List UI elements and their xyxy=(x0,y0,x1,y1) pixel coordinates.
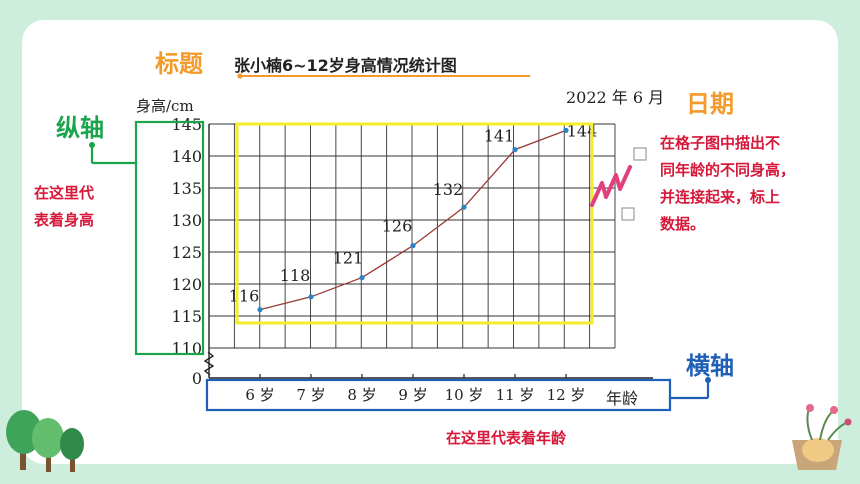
x-tick-label: 6 岁 xyxy=(245,386,274,404)
y-tick-label: 135 xyxy=(171,179,202,198)
tree-trunk xyxy=(20,440,26,470)
chart-axes xyxy=(203,124,653,379)
x-tick-label: 11 岁 xyxy=(496,386,535,404)
x-tick-label: 12 岁 xyxy=(547,386,586,404)
data-point xyxy=(563,127,569,133)
tree-trunk xyxy=(46,446,51,472)
x-tick-label: 8 岁 xyxy=(347,386,376,404)
chart-date: 2022 年 6 月 xyxy=(566,88,665,107)
cat-figure xyxy=(802,438,834,462)
x-tick-label: 9 岁 xyxy=(398,386,427,404)
title-tag: 标题 xyxy=(155,50,203,78)
data-label: 132 xyxy=(433,180,464,199)
data-label: 116 xyxy=(229,287,260,306)
series-height xyxy=(257,127,569,313)
data-point xyxy=(359,275,365,281)
y-tick-label: 145 xyxy=(171,115,202,134)
y-axis-tag: 纵轴 xyxy=(56,114,104,142)
y-axis-note: 在这里代 表着身高 xyxy=(34,180,94,234)
plot-note: 在格子图中描出不 同年龄的不同身高， 并连接起来，标上 数据。 xyxy=(660,130,795,238)
checkbox-square xyxy=(633,147,647,161)
data-labels: 116 118 121 126 132 141 144 xyxy=(229,121,598,305)
y-tick-labels: 145 140 135 130 125 120 115 110 0 xyxy=(171,115,202,388)
data-point xyxy=(308,294,314,300)
y-tick-label: 110 xyxy=(171,339,202,358)
data-point xyxy=(410,243,416,249)
annotation-boxes xyxy=(89,73,711,412)
x-tick-label: 10 岁 xyxy=(445,386,484,404)
y-tick-label: 130 xyxy=(171,211,202,230)
plot-note-line-3: 并连接起来，标上 xyxy=(660,188,781,206)
y-axis-note-line-2: 表着身高 xyxy=(34,211,95,229)
y-tick-label: 140 xyxy=(171,147,202,166)
data-label: 121 xyxy=(333,249,364,268)
tree-trunk xyxy=(70,450,75,472)
chart-title: 张小楠6~12岁身高情况统计图 xyxy=(234,56,457,75)
x-axis-tag: 横轴 xyxy=(686,352,734,380)
x-tag-dot xyxy=(705,377,711,383)
plot-note-line-4: 数据。 xyxy=(660,215,706,233)
plot-note-line-1: 在格子图中描出不 xyxy=(660,134,781,152)
x-axis-note: 在这里代表着年龄 xyxy=(446,429,567,447)
y-axis-label: 身高/cm xyxy=(136,97,194,115)
y-tick-label: 120 xyxy=(171,275,202,294)
y-axis-box xyxy=(134,120,205,356)
plant-stems xyxy=(806,405,849,441)
chart-grid xyxy=(208,123,616,349)
x-axis-box xyxy=(205,378,672,412)
pink-zigzag xyxy=(590,165,632,207)
tree-crown xyxy=(60,428,84,460)
plot-highlight-box xyxy=(235,122,594,325)
y-tag-dot xyxy=(89,142,95,148)
y-tick-label: 0 xyxy=(192,369,202,388)
x-tick-label: 7 岁 xyxy=(296,386,325,404)
date-tag: 日期 xyxy=(686,90,734,118)
data-point xyxy=(257,307,263,313)
plant-flower xyxy=(844,418,852,426)
title-dot xyxy=(237,73,243,79)
data-label: 126 xyxy=(382,217,413,236)
tree-crown xyxy=(32,418,64,458)
axis-break xyxy=(203,351,215,376)
slide-card xyxy=(22,20,838,464)
data-label: 144 xyxy=(567,121,598,140)
data-label: 141 xyxy=(484,127,515,146)
data-point xyxy=(461,204,467,210)
plant-flower xyxy=(806,404,814,412)
data-point xyxy=(512,147,518,153)
y-tick-label: 115 xyxy=(171,307,202,326)
y-axis-note-line-1: 在这里代 xyxy=(34,184,95,202)
data-label: 118 xyxy=(280,266,311,285)
checkbox-square xyxy=(621,207,635,221)
y-tick-label: 125 xyxy=(171,243,202,262)
x-tick-labels: 6 岁 7 岁 8 岁 9 岁 10 岁 11 岁 12 岁 xyxy=(245,386,585,404)
plant-flower xyxy=(830,406,838,414)
plot-note-line-2: 同年龄的不同身高， xyxy=(660,161,796,179)
decorations xyxy=(6,147,852,472)
x-axis-label: 年龄 xyxy=(606,389,639,408)
